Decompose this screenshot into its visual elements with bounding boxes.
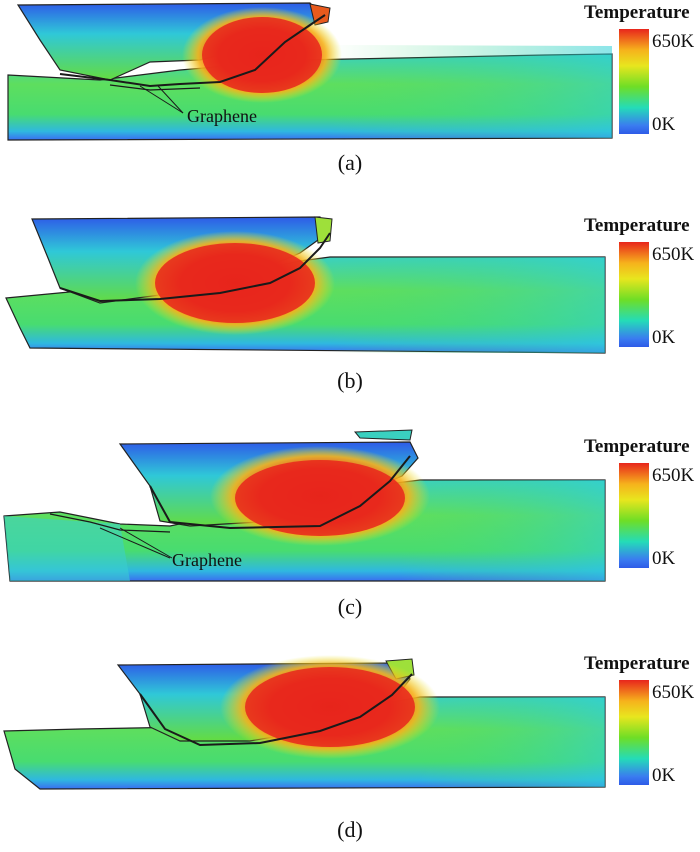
colorbar <box>619 463 649 568</box>
caption-b: (b) <box>337 368 363 393</box>
legend-title: Temperature <box>584 653 690 674</box>
legend-min-label: 0K <box>652 548 676 569</box>
caption-d: (d) <box>337 817 363 842</box>
temperature-field-a <box>7 2 613 141</box>
legend-title: Temperature <box>584 2 690 23</box>
legend-max-label: 650K <box>652 31 695 52</box>
colorbar <box>619 242 649 347</box>
temperature-field-d <box>3 655 606 790</box>
color-legend-a: Temperature 650K 0K <box>572 2 700 142</box>
legend-max-label: 650K <box>652 682 695 703</box>
temperature-field-c <box>3 429 606 582</box>
legend-min-label: 0K <box>652 765 676 786</box>
caption-a: (a) <box>337 150 363 175</box>
caption-c: (c) <box>337 594 363 619</box>
temperature-field-b <box>5 216 606 354</box>
legend-max-label: 650K <box>652 244 695 265</box>
legend-title: Temperature <box>584 436 690 457</box>
colorbar <box>619 29 649 134</box>
color-legend-d: Temperature 650K 0K <box>572 653 700 793</box>
graphene-label-c: Graphene <box>172 550 242 570</box>
color-legend-b: Temperature 650K 0K <box>572 215 700 355</box>
colorbar <box>619 680 649 785</box>
legend-title: Temperature <box>584 215 690 236</box>
panel-b: Temperature 650K 0K (b) <box>0 213 700 426</box>
panel-a: Graphene Temperature 650K 0K (a) <box>0 0 700 213</box>
panel-d: Temperature 650K 0K (d) <box>0 639 700 852</box>
legend-min-label: 0K <box>652 327 676 348</box>
color-legend-c: Temperature 650K 0K <box>572 436 700 576</box>
legend-min-label: 0K <box>652 114 676 135</box>
graphene-label-a: Graphene <box>187 106 257 126</box>
panel-c: Graphene Temperature 650K 0K (c) <box>0 426 700 639</box>
legend-max-label: 650K <box>652 465 695 486</box>
